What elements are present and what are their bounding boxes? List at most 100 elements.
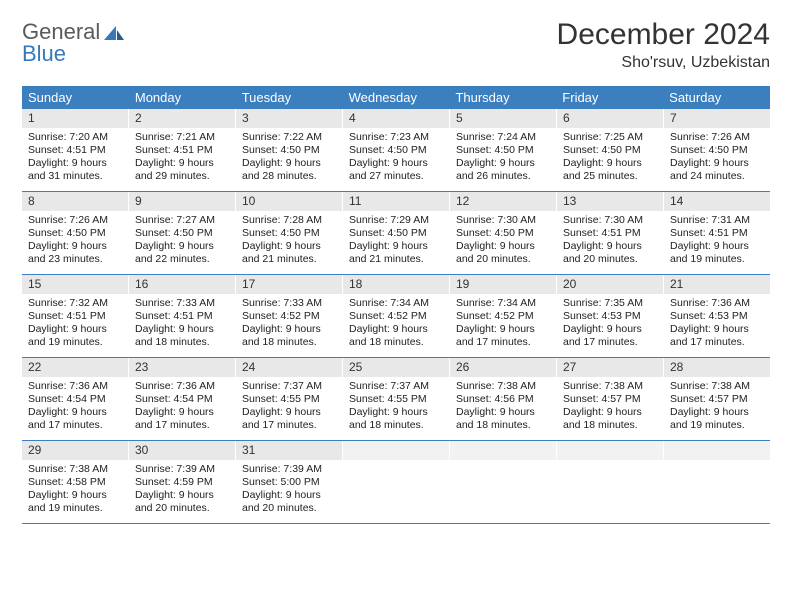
- day-body: Sunrise: 7:36 AMSunset: 4:53 PMDaylight:…: [664, 294, 770, 354]
- daylight-line: Daylight: 9 hours and 19 minutes.: [28, 489, 122, 515]
- day-body: Sunrise: 7:37 AMSunset: 4:55 PMDaylight:…: [343, 377, 449, 437]
- day-body: Sunrise: 7:34 AMSunset: 4:52 PMDaylight:…: [450, 294, 556, 354]
- sunrise-line: Sunrise: 7:32 AM: [28, 297, 122, 310]
- sunset-line: Sunset: 4:59 PM: [135, 476, 229, 489]
- day-cell: 8Sunrise: 7:26 AMSunset: 4:50 PMDaylight…: [22, 192, 129, 274]
- day-body: Sunrise: 7:38 AMSunset: 4:58 PMDaylight:…: [22, 460, 128, 520]
- sunset-line: Sunset: 4:58 PM: [28, 476, 122, 489]
- day-cell: [450, 441, 557, 523]
- day-body-empty: [664, 460, 770, 520]
- day-cell: 11Sunrise: 7:29 AMSunset: 4:50 PMDayligh…: [343, 192, 450, 274]
- daylight-line: Daylight: 9 hours and 17 minutes.: [456, 323, 550, 349]
- sunset-line: Sunset: 4:55 PM: [349, 393, 443, 406]
- calendar: Sunday Monday Tuesday Wednesday Thursday…: [22, 86, 770, 524]
- daylight-line: Daylight: 9 hours and 17 minutes.: [563, 323, 657, 349]
- day-cell: 1Sunrise: 7:20 AMSunset: 4:51 PMDaylight…: [22, 109, 129, 191]
- sunrise-line: Sunrise: 7:23 AM: [349, 131, 443, 144]
- day-number: 15: [22, 275, 128, 294]
- day-number: 20: [557, 275, 663, 294]
- day-cell: 29Sunrise: 7:38 AMSunset: 4:58 PMDayligh…: [22, 441, 129, 523]
- sunrise-line: Sunrise: 7:39 AM: [135, 463, 229, 476]
- day-cell: 20Sunrise: 7:35 AMSunset: 4:53 PMDayligh…: [557, 275, 664, 357]
- day-body-empty: [343, 460, 449, 520]
- sunset-line: Sunset: 4:52 PM: [456, 310, 550, 323]
- day-body: Sunrise: 7:39 AMSunset: 5:00 PMDaylight:…: [236, 460, 342, 520]
- day-number: 2: [129, 109, 235, 128]
- sunrise-line: Sunrise: 7:38 AM: [28, 463, 122, 476]
- day-cell: 21Sunrise: 7:36 AMSunset: 4:53 PMDayligh…: [664, 275, 770, 357]
- day-number: 21: [664, 275, 770, 294]
- day-number: 25: [343, 358, 449, 377]
- day-number-empty: [664, 441, 770, 460]
- daylight-line: Daylight: 9 hours and 18 minutes.: [456, 406, 550, 432]
- day-cell: 4Sunrise: 7:23 AMSunset: 4:50 PMDaylight…: [343, 109, 450, 191]
- day-number: 11: [343, 192, 449, 211]
- day-cell: 23Sunrise: 7:36 AMSunset: 4:54 PMDayligh…: [129, 358, 236, 440]
- sunrise-line: Sunrise: 7:37 AM: [242, 380, 336, 393]
- day-cell: 16Sunrise: 7:33 AMSunset: 4:51 PMDayligh…: [129, 275, 236, 357]
- day-body: Sunrise: 7:33 AMSunset: 4:52 PMDaylight:…: [236, 294, 342, 354]
- sunset-line: Sunset: 4:57 PM: [670, 393, 764, 406]
- day-body: Sunrise: 7:26 AMSunset: 4:50 PMDaylight:…: [22, 211, 128, 271]
- daylight-line: Daylight: 9 hours and 19 minutes.: [670, 406, 764, 432]
- daylight-line: Daylight: 9 hours and 31 minutes.: [28, 157, 122, 183]
- daylight-line: Daylight: 9 hours and 17 minutes.: [242, 406, 336, 432]
- day-body: Sunrise: 7:39 AMSunset: 4:59 PMDaylight:…: [129, 460, 235, 520]
- day-number: 12: [450, 192, 556, 211]
- sunrise-line: Sunrise: 7:38 AM: [563, 380, 657, 393]
- day-number: 3: [236, 109, 342, 128]
- location-text: Sho'rsuv, Uzbekistan: [557, 54, 770, 72]
- day-body: Sunrise: 7:31 AMSunset: 4:51 PMDaylight:…: [664, 211, 770, 271]
- sunset-line: Sunset: 4:51 PM: [28, 144, 122, 157]
- daylight-line: Daylight: 9 hours and 18 minutes.: [563, 406, 657, 432]
- day-cell: [343, 441, 450, 523]
- sunrise-line: Sunrise: 7:26 AM: [28, 214, 122, 227]
- sunrise-line: Sunrise: 7:22 AM: [242, 131, 336, 144]
- day-number: 6: [557, 109, 663, 128]
- daylight-line: Daylight: 9 hours and 26 minutes.: [456, 157, 550, 183]
- sunrise-line: Sunrise: 7:33 AM: [135, 297, 229, 310]
- daylight-line: Daylight: 9 hours and 19 minutes.: [670, 240, 764, 266]
- daylight-line: Daylight: 9 hours and 24 minutes.: [670, 157, 764, 183]
- day-body: Sunrise: 7:23 AMSunset: 4:50 PMDaylight:…: [343, 128, 449, 188]
- day-number: 1: [22, 109, 128, 128]
- day-number: 23: [129, 358, 235, 377]
- daylight-line: Daylight: 9 hours and 18 minutes.: [242, 323, 336, 349]
- day-body: Sunrise: 7:28 AMSunset: 4:50 PMDaylight:…: [236, 211, 342, 271]
- day-body: Sunrise: 7:21 AMSunset: 4:51 PMDaylight:…: [129, 128, 235, 188]
- day-number-empty: [343, 441, 449, 460]
- sunset-line: Sunset: 4:51 PM: [563, 227, 657, 240]
- day-cell: 30Sunrise: 7:39 AMSunset: 4:59 PMDayligh…: [129, 441, 236, 523]
- sunrise-line: Sunrise: 7:38 AM: [456, 380, 550, 393]
- day-number: 24: [236, 358, 342, 377]
- week-row: 8Sunrise: 7:26 AMSunset: 4:50 PMDaylight…: [22, 192, 770, 275]
- daylight-line: Daylight: 9 hours and 20 minutes.: [135, 489, 229, 515]
- day-number: 5: [450, 109, 556, 128]
- day-cell: 28Sunrise: 7:38 AMSunset: 4:57 PMDayligh…: [664, 358, 770, 440]
- day-number: 13: [557, 192, 663, 211]
- weekday-label: Monday: [129, 86, 236, 109]
- day-cell: 17Sunrise: 7:33 AMSunset: 4:52 PMDayligh…: [236, 275, 343, 357]
- sunrise-line: Sunrise: 7:25 AM: [563, 131, 657, 144]
- sunset-line: Sunset: 4:50 PM: [349, 227, 443, 240]
- sunrise-line: Sunrise: 7:36 AM: [670, 297, 764, 310]
- logo-blue-text: Blue: [22, 41, 66, 66]
- day-number: 14: [664, 192, 770, 211]
- sunset-line: Sunset: 4:50 PM: [135, 227, 229, 240]
- month-title: December 2024: [557, 18, 770, 52]
- weekday-label: Tuesday: [236, 86, 343, 109]
- day-body: Sunrise: 7:24 AMSunset: 4:50 PMDaylight:…: [450, 128, 556, 188]
- sunset-line: Sunset: 4:51 PM: [670, 227, 764, 240]
- sunrise-line: Sunrise: 7:33 AM: [242, 297, 336, 310]
- weekday-label: Sunday: [22, 86, 129, 109]
- header: General Blue December 2024 Sho'rsuv, Uzb…: [22, 18, 770, 72]
- sunset-line: Sunset: 4:51 PM: [135, 310, 229, 323]
- sunset-line: Sunset: 4:52 PM: [242, 310, 336, 323]
- sunrise-line: Sunrise: 7:29 AM: [349, 214, 443, 227]
- day-cell: 18Sunrise: 7:34 AMSunset: 4:52 PMDayligh…: [343, 275, 450, 357]
- day-number: 8: [22, 192, 128, 211]
- sunrise-line: Sunrise: 7:26 AM: [670, 131, 764, 144]
- daylight-line: Daylight: 9 hours and 18 minutes.: [135, 323, 229, 349]
- weekday-label: Friday: [556, 86, 663, 109]
- sunrise-line: Sunrise: 7:30 AM: [456, 214, 550, 227]
